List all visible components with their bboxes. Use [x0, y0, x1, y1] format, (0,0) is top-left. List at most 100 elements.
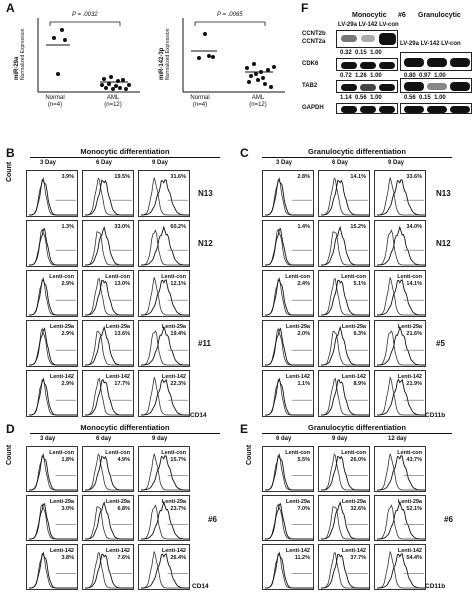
histogram-control-trace — [377, 277, 425, 316]
histogram-sample-trace — [85, 378, 133, 416]
cell-label: 3.9% — [61, 174, 74, 180]
cell-label: Lenti-29a 3.0% — [49, 499, 74, 512]
histogram-sample-trace — [377, 378, 425, 416]
panel-label-c: C — [240, 146, 249, 160]
day-header: 6 Day — [332, 160, 349, 166]
day-header: 9 day — [332, 436, 348, 442]
histogram-cell: Lenti-con 13.0% — [82, 270, 134, 317]
cell-label: Lenti-142 54.4% — [397, 548, 422, 561]
cell-label: 33.6% — [406, 174, 422, 180]
panel-e-title: Granulocytic differentiation — [308, 423, 406, 432]
histogram-sample-trace — [29, 455, 77, 491]
histogram-cell: 14.1% — [318, 170, 370, 217]
cell-label: Lenti-29a 6.8% — [105, 499, 130, 512]
day-header: 6 day — [276, 436, 292, 442]
histogram-sample-trace — [321, 179, 369, 216]
panel-b-histograms: 3 Day 6 Day 9 Day 3.9% 19.5% 31.6% N13 1.3% 33.0… — [26, 160, 213, 460]
day-header: 9 day — [152, 436, 168, 442]
ylabel-right: miR-142-3p Normalized Expression — [159, 28, 171, 80]
histogram-control-trace — [141, 277, 189, 316]
cell-label: Lenti-142 2.9% — [49, 374, 74, 387]
header-monocytic: Monocytic — [352, 12, 387, 19]
histogram-sample-trace — [321, 279, 369, 316]
histogram-cell: Lenti-29a 52.1% — [374, 495, 426, 541]
cell-label: Lenti-con 13.0% — [105, 274, 130, 287]
histogram-control-trace — [141, 177, 189, 216]
histogram-control-trace — [377, 376, 425, 416]
cell-label: Lenti-142 3.8% — [49, 548, 74, 561]
histogram-control-trace — [141, 229, 189, 266]
histogram-cell: Lenti-con 43.7% — [374, 446, 426, 492]
histogram-sample-trace — [377, 225, 425, 266]
panel-d-ylabel: Count — [6, 444, 13, 465]
day-header: 6 day — [96, 436, 112, 442]
protein-cdk6: CDK6 — [302, 61, 319, 67]
histogram-sample-trace — [29, 502, 77, 540]
group-aml-right: AML (n=12) — [249, 95, 267, 108]
cell-label: Lenti-con 1.8% — [49, 450, 74, 463]
histogram-cell: Lenti-142 22.3% — [138, 370, 190, 417]
cell-label: Lenti-29a 7.0% — [285, 499, 310, 512]
panel-c-title: Granulocytic differentiation — [308, 147, 406, 156]
histogram-cell: 31.6% — [138, 170, 190, 217]
histogram-sample-trace — [265, 553, 313, 589]
histogram-sample-trace — [29, 279, 77, 316]
panel-e-sample: #6 — [444, 515, 453, 524]
tab2-values-gran: 0.56 0.15 1.00 — [404, 95, 446, 101]
histogram-cell: Lenti-29a 2.9% — [26, 320, 78, 367]
cell-label: Lenti-con 15.7% — [161, 450, 186, 463]
cell-label: Lenti-con 14.1% — [397, 274, 422, 287]
row-label: #5 — [436, 338, 445, 348]
histogram-sample-trace — [85, 279, 133, 316]
histogram-cell: Lenti-142 11.2% — [262, 544, 314, 590]
cell-label: Lenti-con 12.1% — [161, 274, 186, 287]
histogram-cell: Lenti-29a 2.0% — [262, 320, 314, 367]
histogram-cell: Lenti-142 3.8% — [26, 544, 78, 590]
group-normal-left: Normal (n=4) — [45, 95, 65, 108]
histogram-control-trace — [141, 551, 189, 589]
histogram-control-trace — [377, 177, 425, 216]
panel-e-ylabel: Count — [246, 444, 253, 465]
histogram-cell: 1.4% — [262, 220, 314, 267]
histogram-cell: Lenti-142 21.9% — [374, 370, 426, 417]
cell-label: Lenti-con 43.7% — [397, 450, 422, 463]
day-header: 3 day — [40, 436, 56, 442]
cell-label: 1.3% — [61, 224, 74, 230]
histogram-sample-trace — [85, 553, 133, 589]
histogram-sample-trace — [377, 553, 425, 589]
scatter-plot-mir142: P = .0065 miR-142-3p Normalized Expressi… — [155, 10, 295, 120]
cell-label: 1.4% — [297, 224, 310, 230]
histogram-control-trace — [377, 330, 425, 366]
histogram-cell: Lenti-29a 23.7% — [138, 495, 190, 541]
histogram-sample-trace — [29, 327, 77, 366]
day-header: 3 Day — [40, 160, 57, 166]
panel-d-title: Monocytic differentiation — [80, 423, 170, 432]
histogram-sample-trace — [265, 455, 313, 491]
panel-c-histograms: 3 Day 6 Day 9 Day 2.8% 14.1% 33.6% N13 1.4% 15.2… — [262, 160, 451, 460]
histogram-cell: Lenti-con 1.8% — [26, 446, 78, 492]
histogram-sample-trace — [141, 179, 189, 216]
cell-label: Lenti-con 2.9% — [49, 274, 74, 287]
panel-d-xlabel: CD14 — [192, 583, 209, 590]
histogram-sample-trace — [377, 455, 425, 491]
cell-label: Lenti-142 11.2% — [285, 548, 310, 561]
panel-b-xlabel: CD14 — [190, 412, 207, 419]
histogram-cell: Lenti-142 26.4% — [138, 544, 190, 590]
histogram-cell: Lenti-29a 21.6% — [374, 320, 426, 367]
protein-tab2: TAB2 — [302, 83, 318, 89]
lane-labels-gran: LV-29a LV-142 LV-con — [400, 41, 461, 47]
histogram-cell: Lenti-con 14.1% — [374, 270, 426, 317]
histogram-cell: Lenti-con 5.1% — [318, 270, 370, 317]
histogram-sample-trace — [265, 279, 313, 316]
histogram-cell: 33.0% — [82, 220, 134, 267]
histogram-control-trace — [141, 330, 189, 366]
cell-label: Lenti-con 26.0% — [341, 450, 366, 463]
histogram-control-trace — [141, 453, 189, 491]
histogram-control-trace — [377, 229, 425, 266]
blot-cdk6-gran — [400, 52, 472, 71]
row-label: N12 — [436, 238, 451, 248]
histogram-sample-trace — [321, 325, 369, 366]
lane-labels-mono: LV-29a LV-142 LV-con — [338, 22, 399, 28]
histogram-cell: Lenti-con 2.4% — [262, 270, 314, 317]
histogram-sample-trace — [141, 325, 189, 366]
